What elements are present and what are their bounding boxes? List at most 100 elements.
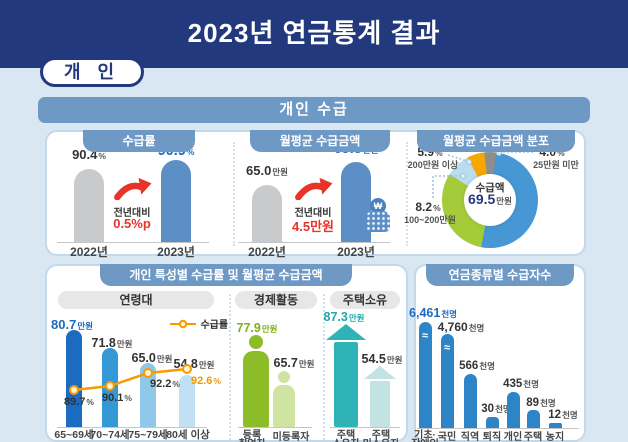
amount-2022-label: 2022년 — [248, 245, 286, 259]
pension-bar — [507, 392, 520, 428]
pension-x-label: 직역 — [460, 432, 480, 442]
age-bar-value: 80.7만원 — [51, 317, 93, 332]
age-x-label: 75~79세 — [128, 429, 168, 441]
housing-x-label: 주택 소유자 — [332, 430, 360, 442]
donut-center-label: 수급액 — [475, 182, 505, 194]
age-rate-value: 92.2% — [150, 378, 180, 390]
house-roof-icon — [364, 366, 396, 379]
axis-baseline — [238, 427, 312, 428]
rate-2022-label: 2022년 — [70, 245, 108, 259]
economic-x-label: 미등록자 — [272, 432, 310, 442]
subheader-housing: 주택소유 — [330, 291, 400, 309]
age-bar — [140, 363, 156, 427]
age-bar — [179, 375, 195, 427]
pension-x-label: 퇴직 — [482, 432, 502, 442]
donut-center-value: 69.5만원 — [468, 191, 512, 207]
pension-x-label: 주택 — [523, 432, 543, 442]
subheader-economic: 경제활동 — [235, 291, 317, 309]
pension-value: 89천명 — [526, 397, 556, 409]
tab-pension-types: 연금종류별 수급자수 — [426, 264, 574, 286]
rate-delta-value: 0.5%p — [113, 216, 151, 231]
pension-x-label: 기초· 장애인 — [411, 430, 439, 442]
pension-x-label: 농지 — [545, 432, 565, 442]
slice-200plus-label: 200만원 이상 — [407, 160, 459, 170]
pension-value: 30천명 — [481, 403, 511, 415]
pension-value: 566천명 — [459, 360, 495, 372]
rate-2022-bar — [74, 169, 104, 242]
increase-arrow-icon — [295, 177, 333, 200]
economic-value: 77.9만원 — [236, 321, 278, 335]
legend-line-marker-icon — [170, 319, 196, 328]
house-bar — [370, 381, 390, 427]
money-bag-icon: ₩ — [366, 198, 390, 232]
category-badge: 개 인 — [40, 57, 144, 87]
rate-line-chart — [69, 364, 192, 395]
economic-value: 65.7만원 — [273, 356, 315, 370]
divider — [323, 294, 325, 440]
pension-value: 4,760천명 — [437, 320, 485, 334]
section-header: 개인 수급 — [38, 97, 590, 123]
rate-2023-label: 2023년 — [157, 245, 195, 259]
increase-arrow-icon — [114, 177, 152, 200]
rate-legend: 수급률 — [170, 315, 228, 333]
axis-baseline — [238, 242, 390, 243]
amount-2022-value: 65.0만원 — [246, 163, 288, 178]
slice-100-200-pct: 8.2% — [415, 200, 441, 214]
subheader-age: 연령대 — [58, 291, 214, 309]
axis-baseline — [57, 427, 207, 428]
amount-delta-value: 4.5만원 — [292, 219, 334, 234]
tab-distribution: 월평균 수급금액 분포 — [417, 130, 575, 152]
tab-amount: 월평균 수급금액 — [250, 130, 390, 152]
house-roof-icon — [326, 324, 366, 340]
pension-value: 12천명 — [548, 409, 578, 421]
amount-2022-bar — [252, 185, 282, 242]
amount-delta-label: 전년대비 — [294, 208, 332, 219]
slice-100-200-label: 100~200만원 — [404, 215, 456, 225]
economic-x-label: 등록 취업자 — [238, 430, 266, 442]
axis-break-mark: ≈ — [443, 342, 451, 354]
header-band — [0, 0, 628, 68]
pension-x-label: 국민 — [437, 432, 457, 442]
donut-hole — [464, 174, 516, 226]
age-bar-value: 71.8만원 — [91, 336, 133, 350]
housing-x-label: 주택 미소유자 — [363, 430, 400, 442]
age-bar — [66, 330, 82, 427]
legend-label: 수급률 — [200, 320, 229, 331]
person-icon — [278, 371, 290, 383]
tab-characteristics: 개인 특성별 수급률 및 월평균 수급금액 — [100, 264, 352, 286]
pension-bar — [441, 334, 454, 428]
pension-value: 435천명 — [503, 378, 539, 390]
divider — [233, 142, 235, 246]
amount-2023-label: 2023년 — [337, 245, 375, 259]
pension-bar — [549, 423, 562, 428]
housing-value: 87.3만원 — [323, 310, 365, 324]
axis-break-mark: ≈ — [421, 330, 429, 342]
age-rate-value: 89.7% — [64, 396, 94, 408]
housing-value: 54.5만원 — [361, 352, 403, 366]
rate-2023-bar — [161, 160, 191, 242]
pension-bar — [486, 417, 499, 428]
pension-x-label: 개인 — [503, 432, 523, 442]
slice-under25-label: 25만원 미만 — [533, 160, 579, 170]
tab-rate: 수급률 — [83, 130, 195, 152]
rate-delta-label: 전년대비 — [113, 208, 151, 219]
axis-baseline — [57, 242, 209, 243]
donut-leader-lines — [432, 150, 533, 198]
age-x-label: 80세 이상 — [166, 429, 210, 441]
pension-bar — [464, 374, 477, 428]
pension-bar — [527, 410, 540, 428]
page-title: 2023년 연금통계 결과 — [187, 18, 441, 48]
divider — [229, 294, 231, 440]
age-rate-value-highlight: 92.6% — [191, 375, 221, 387]
person-body — [243, 351, 269, 427]
age-x-label: 65~69세 — [54, 429, 94, 441]
divider — [406, 142, 408, 246]
age-x-label: 70~74세 — [90, 429, 130, 441]
age-bar-value: 65.0만원 — [131, 351, 173, 365]
house-bar — [334, 342, 358, 427]
axis-baseline — [417, 428, 579, 429]
axis-baseline — [330, 427, 400, 428]
age-rate-value: 90.1% — [102, 392, 132, 404]
person-icon — [249, 335, 263, 349]
pension-bar — [419, 322, 432, 428]
